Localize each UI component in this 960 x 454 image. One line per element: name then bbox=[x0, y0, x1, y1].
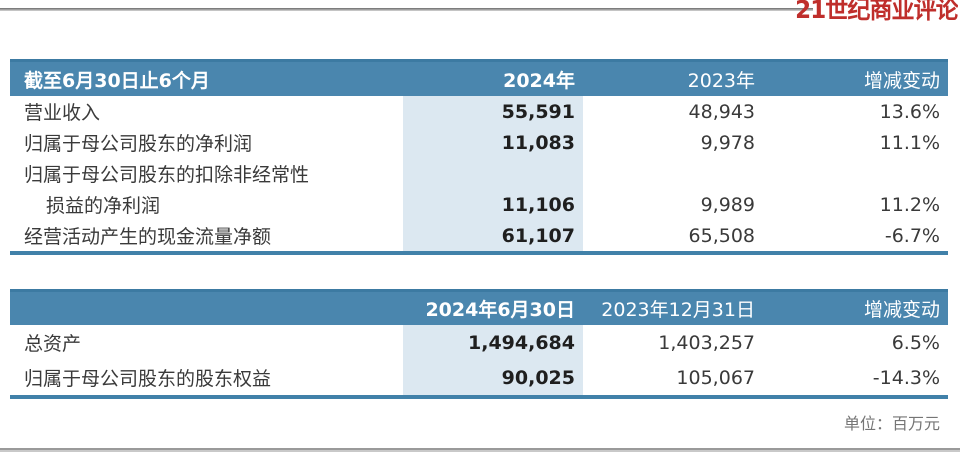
table-header-row: 截至6月30日止6个月 2024年 2023年 增减变动 bbox=[10, 59, 948, 96]
unit-note: 单位：百万元 bbox=[843, 414, 940, 433]
value-2023: 105,067 bbox=[676, 366, 755, 389]
row-label: 损益的净利润 bbox=[46, 195, 161, 217]
income-statement-table: 截至6月30日止6个月 2024年 2023年 增减变动 营业收入 55,591… bbox=[10, 59, 948, 255]
row-label: 经营活动产生的现金流量净额 bbox=[24, 226, 272, 248]
header-col-2023: 2023年 bbox=[687, 69, 755, 92]
value-change: 11.2% bbox=[879, 193, 940, 216]
value-2023: 9,989 bbox=[700, 193, 755, 216]
value-change: -14.3% bbox=[872, 366, 940, 389]
value-2024 bbox=[403, 158, 583, 189]
value-2024: 55,591 bbox=[403, 96, 583, 127]
row-label: 归属于母公司股东的股东权益 bbox=[24, 368, 272, 390]
value-2024: 11,083 bbox=[403, 127, 583, 158]
table-row: 经营活动产生的现金流量净额 61,107 65,508 -6.7% bbox=[10, 220, 948, 251]
value-2023: 48,943 bbox=[688, 100, 755, 123]
publication-logo: 21世纪商业评论 bbox=[795, 0, 958, 24]
value-change: 13.6% bbox=[879, 100, 940, 123]
table-row: 归属于母公司股东的扣除非经常性 bbox=[10, 158, 948, 189]
header-period-label: 截至6月30日止6个月 bbox=[24, 69, 210, 92]
header-col-change: 增减变动 bbox=[863, 299, 940, 321]
row-label: 营业收入 bbox=[24, 102, 101, 124]
row-label: 归属于母公司股东的净利润 bbox=[24, 133, 253, 155]
top-divider-line bbox=[0, 8, 813, 11]
value-2024: 90,025 bbox=[403, 360, 583, 395]
value-2024: 11,106 bbox=[403, 189, 583, 220]
table-row: 归属于母公司股东的净利润 11,083 9,978 11.1% bbox=[10, 127, 948, 158]
value-change: -6.7% bbox=[884, 224, 940, 247]
value-2023: 9,978 bbox=[700, 131, 755, 154]
balance-sheet-table: 2024年6月30日 2023年12月31日 增减变动 总资产 1,494,68… bbox=[10, 289, 948, 399]
table-row: 损益的净利润 11,106 9,989 11.2% bbox=[10, 189, 948, 220]
header-col-2023-12-31: 2023年12月31日 bbox=[601, 299, 755, 321]
table-body: 营业收入 55,591 48,943 13.6% 归属于母公司股东的净利润 11… bbox=[10, 96, 948, 255]
table-row: 营业收入 55,591 48,943 13.6% bbox=[10, 96, 948, 127]
table-row: 总资产 1,494,684 1,403,257 6.5% bbox=[10, 325, 948, 360]
row-label: 总资产 bbox=[24, 333, 82, 355]
value-2024: 1,494,684 bbox=[403, 325, 583, 360]
value-2024: 61,107 bbox=[403, 220, 583, 251]
value-2023: 65,508 bbox=[688, 224, 755, 247]
table-header-row: 2024年6月30日 2023年12月31日 增减变动 bbox=[10, 289, 948, 325]
table-row: 归属于母公司股东的股东权益 90,025 105,067 -14.3% bbox=[10, 360, 948, 395]
header-col-2024: 2024年 bbox=[503, 69, 575, 92]
header-col-change: 增减变动 bbox=[863, 69, 940, 92]
value-2023: 1,403,257 bbox=[658, 331, 755, 354]
row-label: 归属于母公司股东的扣除非经常性 bbox=[24, 164, 310, 186]
value-change: 11.1% bbox=[879, 131, 940, 154]
table-body: 总资产 1,494,684 1,403,257 6.5% 归属于母公司股东的股东… bbox=[10, 325, 948, 399]
header-col-2024-06-30: 2024年6月30日 bbox=[425, 299, 575, 321]
value-change: 6.5% bbox=[891, 331, 940, 354]
bottom-divider-line bbox=[0, 448, 960, 452]
